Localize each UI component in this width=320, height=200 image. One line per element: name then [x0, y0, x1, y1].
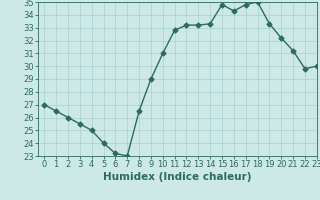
X-axis label: Humidex (Indice chaleur): Humidex (Indice chaleur) [103, 172, 252, 182]
